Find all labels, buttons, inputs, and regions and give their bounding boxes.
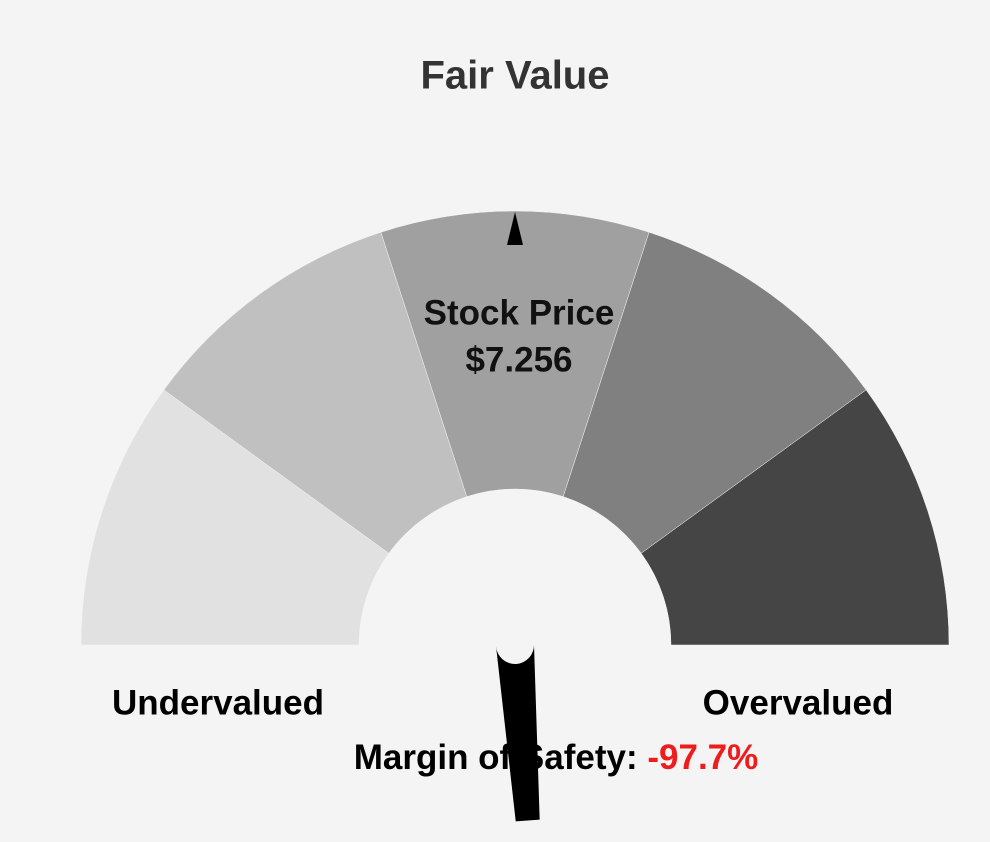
gauge-segment xyxy=(562,231,867,554)
right-label: Overvalued xyxy=(703,683,894,722)
value-caption-line: Margin of Safety: -97.7% xyxy=(354,738,759,777)
gauge-segment xyxy=(163,231,468,554)
chart-title: Fair Value xyxy=(421,54,610,98)
value-caption: Margin of Safety: xyxy=(354,738,648,777)
needle xyxy=(496,643,540,822)
value-label: -97.7% xyxy=(647,738,758,777)
price-marker xyxy=(507,212,523,245)
center-value: $7.256 xyxy=(465,340,572,379)
gauge-segment xyxy=(380,210,650,497)
gauge-segment xyxy=(80,389,390,646)
left-label: Undervalued xyxy=(112,683,324,722)
needle-layer xyxy=(496,643,540,822)
gauge-segments xyxy=(80,210,950,646)
gauge-segment xyxy=(640,389,950,646)
center-label: Stock Price xyxy=(424,293,615,332)
